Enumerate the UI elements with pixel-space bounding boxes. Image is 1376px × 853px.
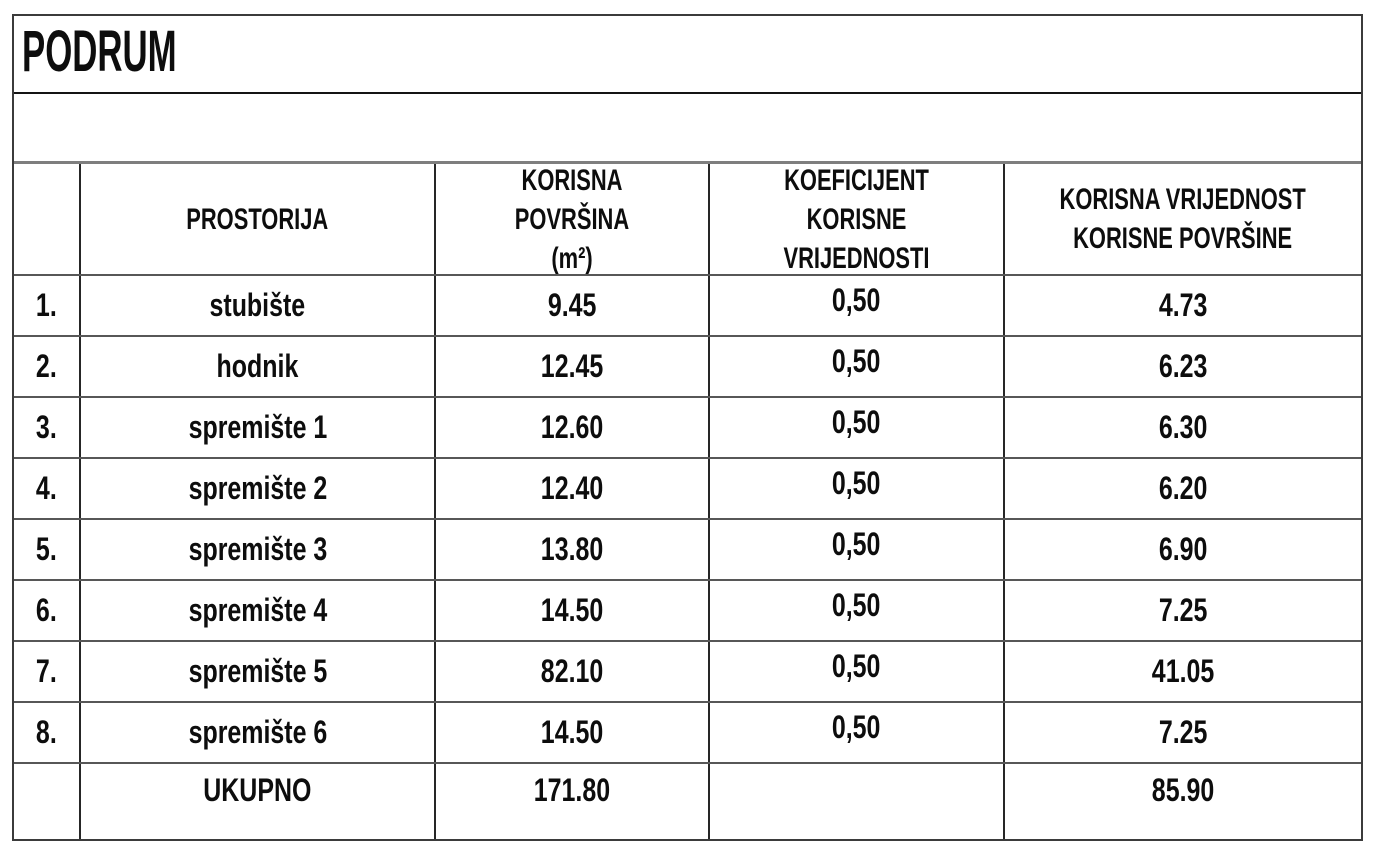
coefficient-cell: 0,50 — [710, 520, 1005, 579]
table-row: 4. spremište 2 12.40 0,50 6.20 — [14, 457, 1361, 518]
table-row: 2. hodnik 12.45 0,50 6.23 — [14, 335, 1361, 396]
coefficient-cell: 0,50 — [710, 459, 1005, 518]
total-value-cell: 85.90 — [1151, 772, 1215, 808]
room-name-cell: stubište — [81, 276, 436, 335]
coefficient-cell: 0,50 — [710, 703, 1005, 762]
table-title-row: PODRUM — [14, 16, 1361, 92]
table-header-row: PROSTORIJA KORISNA POVRŠINA (m²) KOEFICI… — [14, 161, 1361, 274]
header-number-cell — [14, 164, 81, 274]
table-row: 3. spremište 1 12.60 0,50 6.30 — [14, 396, 1361, 457]
header-room-cell: PROSTORIJA — [81, 164, 436, 274]
header-value-cell: KORISNA VRIJEDNOST KORISNE POVRŠINE — [1059, 183, 1307, 255]
spacer-row — [14, 92, 1361, 161]
coefficient-cell: 0,50 — [710, 337, 1005, 396]
area-cell: 12.45 — [436, 337, 710, 396]
row-number-cell: 2. — [14, 337, 81, 396]
header-coefficient-cell: KOEFICIJENT KORISNE VRIJEDNOSTI — [710, 164, 1005, 274]
row-number-cell: 6. — [14, 581, 81, 640]
value-cell: 41.05 — [1151, 653, 1215, 690]
row-number-cell: 5. — [14, 520, 81, 579]
room-name-cell: spremište 2 — [81, 459, 436, 518]
row-number-cell: 1. — [14, 276, 81, 335]
total-number-cell — [14, 764, 81, 839]
value-cell: 6.90 — [1158, 531, 1208, 568]
table-row: 8. spremište 6 14.50 0,50 7.25 — [14, 701, 1361, 762]
coefficient-cell: 0,50 — [710, 581, 1005, 640]
total-label-cell: UKUPNO — [81, 764, 436, 839]
header-area-cell: KORISNA POVRŠINA (m²) — [436, 164, 710, 274]
area-cell: 12.40 — [436, 459, 710, 518]
area-cell: 12.60 — [436, 398, 710, 457]
table-row: 6. spremište 4 14.50 0,50 7.25 — [14, 579, 1361, 640]
room-name-cell: spremište 5 — [81, 642, 436, 701]
room-name-cell: spremište 6 — [81, 703, 436, 762]
row-number-cell: 4. — [14, 459, 81, 518]
page-title: PODRUM — [22, 19, 177, 84]
table-row: 5. spremište 3 13.80 0,50 6.90 — [14, 518, 1361, 579]
total-row: UKUPNO 171.80 85.90 — [14, 762, 1361, 839]
table-row: 7. spremište 5 82.10 0,50 41.05 — [14, 640, 1361, 701]
value-cell: 7.25 — [1158, 592, 1208, 629]
coefficient-cell: 0,50 — [710, 642, 1005, 701]
area-cell: 14.50 — [436, 703, 710, 762]
total-area-cell: 171.80 — [436, 764, 710, 839]
area-cell: 13.80 — [436, 520, 710, 579]
room-name-cell: hodnik — [81, 337, 436, 396]
total-coefficient-cell — [710, 764, 1005, 839]
value-cell: 6.20 — [1158, 470, 1208, 507]
value-cell: 4.73 — [1158, 287, 1208, 324]
table-row: 1. stubište 9.45 0,50 4.73 — [14, 274, 1361, 335]
coefficient-cell: 0,50 — [710, 276, 1005, 335]
room-name-cell: spremište 3 — [81, 520, 436, 579]
area-cell: 14.50 — [436, 581, 710, 640]
room-name-cell: spremište 1 — [81, 398, 436, 457]
area-cell: 9.45 — [436, 276, 710, 335]
coefficient-cell: 0,50 — [710, 398, 1005, 457]
value-cell: 6.30 — [1158, 409, 1208, 446]
row-number-cell: 7. — [14, 642, 81, 701]
basement-area-table: PODRUM PROSTORIJA KORISNA POVRŠINA (m²) … — [12, 14, 1363, 841]
row-number-cell: 8. — [14, 703, 81, 762]
room-name-cell: spremište 4 — [81, 581, 436, 640]
row-number-cell: 3. — [14, 398, 81, 457]
area-cell: 82.10 — [436, 642, 710, 701]
value-cell: 7.25 — [1158, 714, 1208, 751]
value-cell: 6.23 — [1158, 348, 1208, 385]
